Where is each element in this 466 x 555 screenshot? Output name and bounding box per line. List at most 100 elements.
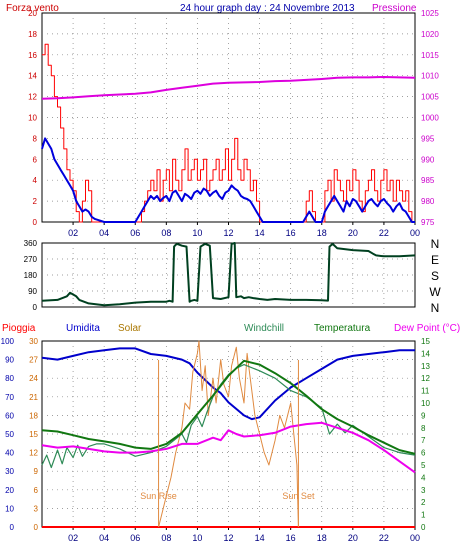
wind-y-tick-label: 10 (28, 114, 37, 123)
temp-y-tick-label: 8 (421, 424, 426, 433)
x-tick-label: 16 (286, 228, 296, 238)
temp-y-tick-label: 9 (421, 411, 426, 420)
rain-y-tick-label: 18 (29, 411, 38, 420)
x-tick-label: 00 (410, 533, 420, 543)
pressure-y-tick-label: 1010 (421, 72, 439, 81)
x-tick-label: 02 (68, 533, 78, 543)
weather-legend-item: Pioggia (2, 323, 36, 334)
wind-y-tick-label: 8 (33, 134, 38, 143)
temp-y-tick-label: 6 (421, 449, 426, 458)
humidity-y-tick-label: 50 (5, 430, 14, 439)
weather-legend-item: Solar (118, 323, 142, 334)
x-tick-label: 22 (379, 228, 389, 238)
temp-y-tick-label: 4 (421, 473, 426, 482)
x-tick-label: 06 (130, 533, 140, 543)
temp-y-tick-label: 13 (421, 362, 430, 371)
pressure-y-tick-label: 995 (421, 134, 435, 143)
rain-y-tick-label: 12 (29, 449, 38, 458)
x-tick-label: 18 (317, 228, 327, 238)
sun-marker-label: Sun Rise (140, 491, 177, 501)
temp-y-tick-label: 14 (421, 349, 430, 358)
x-tick-label: 22 (379, 533, 389, 543)
temperature-series-line (41, 359, 416, 455)
temp-y-tick-label: 2 (421, 498, 426, 507)
series-lines (41, 43, 416, 528)
weather-legend-item: Umidita (66, 323, 100, 334)
rain-y-tick-label: 21 (29, 393, 38, 402)
humidity-y-tick-label: 100 (1, 337, 15, 346)
rain-y-tick-label: 30 (29, 337, 38, 346)
humidity-y-tick-label: 90 (5, 356, 14, 365)
x-tick-label: 08 (161, 533, 171, 543)
direction-y-tick-label: 180 (24, 271, 38, 280)
wind-y-tick-label: 20 (28, 9, 37, 18)
sun-marker-label: Sun Set (282, 491, 315, 501)
rain-y-tick-label: 3 (34, 504, 39, 513)
grid-lines (42, 13, 415, 527)
humidity-y-tick-label: 70 (5, 393, 14, 402)
pressure-series-line (41, 76, 416, 100)
weather-legend-item: Temperatura (314, 323, 371, 334)
rain-y-tick-label: 0 (34, 523, 39, 532)
wind-y-tick-label: 14 (28, 72, 37, 81)
direction-y-tick-label: 270 (24, 255, 38, 264)
wind-y-tick-label: 0 (33, 218, 38, 227)
direction-y-tick-label: 90 (28, 287, 37, 296)
x-tick-label: 02 (68, 228, 78, 238)
windchill-series-line (41, 364, 416, 469)
wind-y-tick-label: 16 (28, 51, 37, 60)
direction-compass-label: N (431, 301, 440, 315)
wind-y-tick-label: 2 (33, 197, 38, 206)
x-tick-label: 18 (317, 533, 327, 543)
weather-legend-item: Windchill (244, 323, 284, 334)
dewpoint-series-line (41, 421, 416, 474)
x-tick-label: 14 (255, 228, 265, 238)
direction-series-line (41, 242, 416, 307)
pressure-y-tick-label: 1005 (421, 93, 439, 102)
x-tick-label: 12 (223, 228, 233, 238)
pressure-y-tick-label: 985 (421, 176, 435, 185)
temp-y-tick-label: 11 (421, 387, 430, 396)
wind-series-line (42, 43, 415, 223)
temp-y-tick-label: 3 (421, 486, 426, 495)
page-title: 24 hour graph day : 24 Novembre 2013 (180, 3, 355, 14)
sun-annotations: Sun Rise Sun Set (140, 360, 315, 527)
humidity-y-tick-label: 10 (5, 504, 14, 513)
temp-y-tick-label: 1 (421, 511, 426, 520)
temp-y-tick-label: 12 (421, 374, 430, 383)
pressure-y-tick-label: 1020 (421, 30, 439, 39)
pressure-y-tick-label: 980 (421, 197, 435, 206)
x-tick-label: 00 (410, 228, 420, 238)
temp-y-tick-label: 0 (421, 523, 426, 532)
humidity-y-tick-label: 30 (5, 467, 14, 476)
wind-legend-right: Pressione (372, 3, 417, 14)
humidity-y-tick-label: 40 (5, 449, 14, 458)
rain-y-tick-label: 6 (34, 486, 39, 495)
direction-compass-label: S (431, 269, 439, 283)
x-tick-label: 04 (99, 228, 109, 238)
x-tick-label: 10 (192, 228, 202, 238)
pressure-y-tick-label: 1025 (421, 9, 439, 18)
temp-y-tick-label: 7 (421, 436, 426, 445)
humidity-series-line (41, 347, 415, 421)
x-tick-label: 14 (255, 533, 265, 543)
pressure-y-tick-label: 1000 (421, 114, 439, 123)
temp-y-tick-label: 10 (421, 399, 430, 408)
humidity-y-tick-label: 20 (5, 486, 14, 495)
weather-legend-item: Dew Point (°C) (394, 323, 460, 334)
x-tick-label: 20 (348, 533, 358, 543)
x-tick-label: 16 (286, 533, 296, 543)
x-tick-label: 12 (223, 533, 233, 543)
gust-series-line (41, 137, 415, 223)
humidity-y-tick-label: 80 (5, 374, 14, 383)
x-tick-label: 08 (161, 228, 171, 238)
pressure-y-tick-label: 1015 (421, 51, 439, 60)
rain-y-tick-label: 24 (29, 374, 38, 383)
direction-y-tick-label: 360 (24, 239, 38, 248)
direction-compass-label: E (431, 253, 439, 267)
pressure-y-tick-label: 990 (421, 155, 435, 164)
humidity-y-tick-label: 0 (10, 523, 15, 532)
wind-y-tick-label: 18 (28, 30, 37, 39)
pressure-y-tick-label: 975 (421, 218, 435, 227)
